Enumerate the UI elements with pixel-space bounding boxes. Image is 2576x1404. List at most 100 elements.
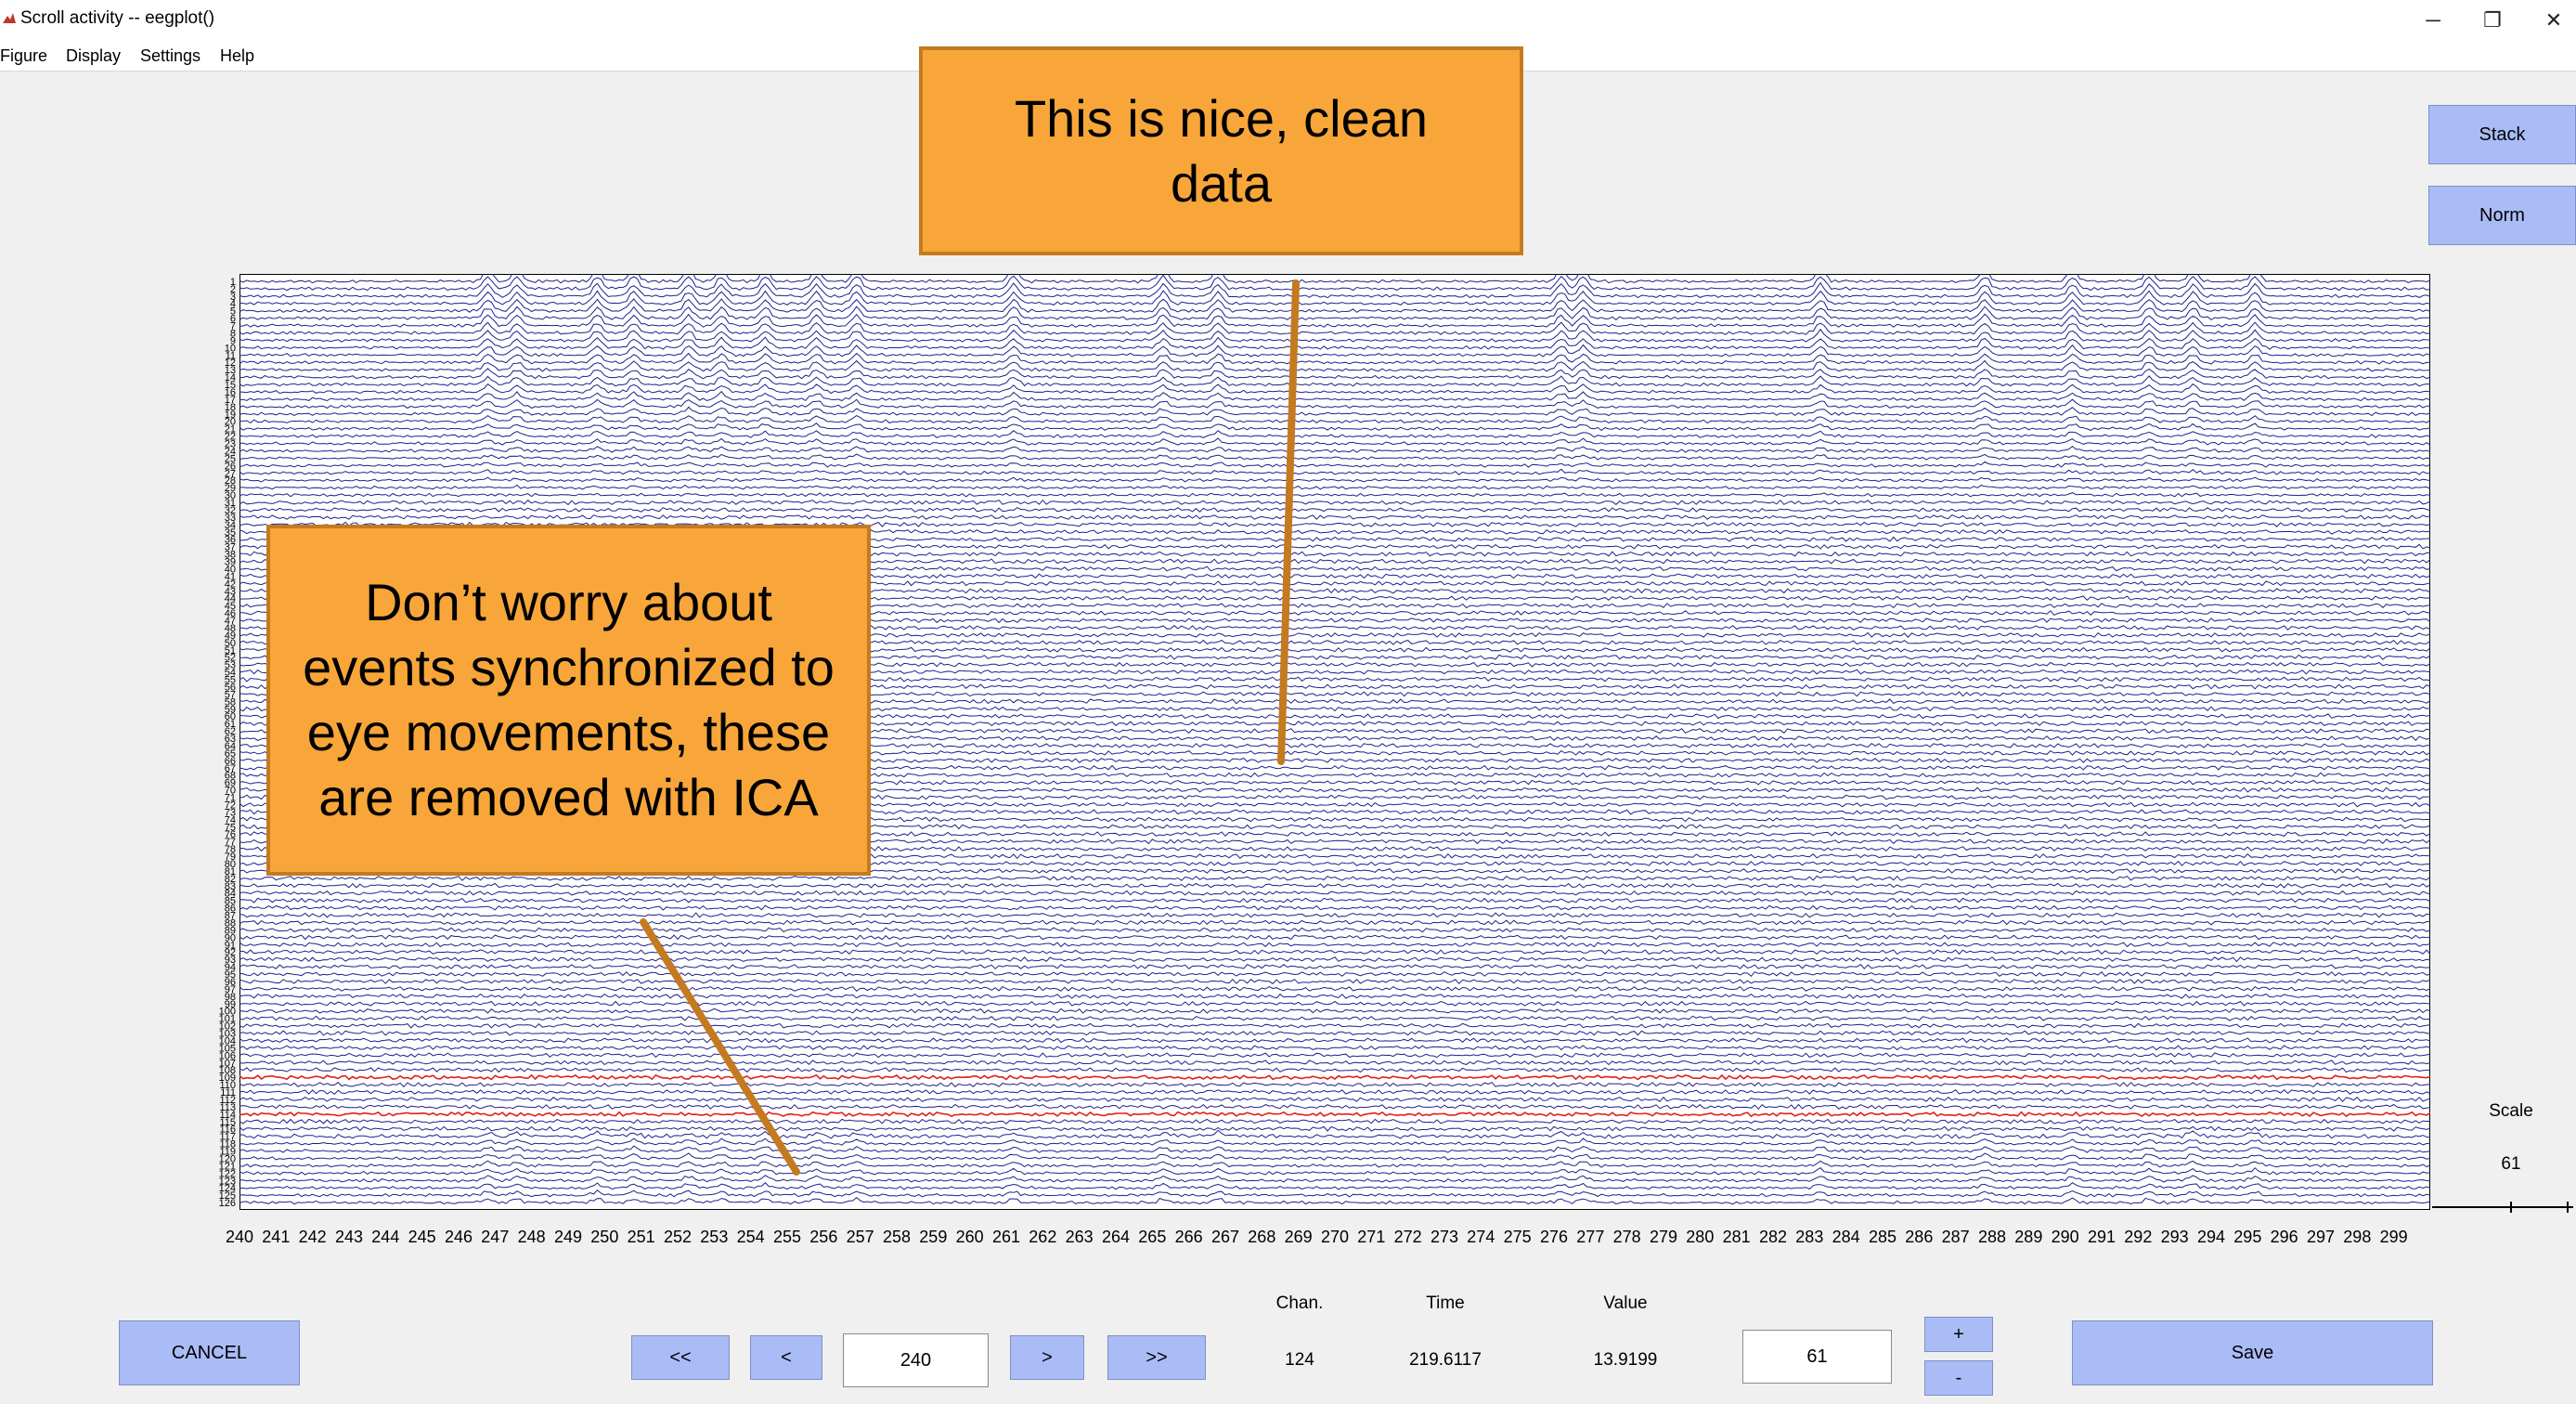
- channel-label-72: 72: [225, 800, 236, 811]
- channel-trace-91: [239, 942, 2430, 948]
- next-page-button[interactable]: >: [1010, 1335, 1084, 1380]
- time-tick-247: 247: [481, 1228, 509, 1246]
- channel-label-86: 86: [225, 904, 236, 915]
- channel-label-121: 121: [219, 1161, 236, 1172]
- time-tick-282: 282: [1759, 1228, 1787, 1246]
- time-tick-299: 299: [2380, 1228, 2408, 1246]
- channel-trace-120: [239, 1152, 2430, 1161]
- time-tick-298: 298: [2343, 1228, 2371, 1246]
- channel-trace-13: [239, 359, 2430, 372]
- channel-trace-107: [239, 1060, 2430, 1066]
- channel-label-111: 111: [220, 1087, 236, 1098]
- channel-label-57: 57: [225, 689, 236, 700]
- channel-label-56: 56: [225, 682, 236, 693]
- scale-input[interactable]: 61: [1742, 1330, 1892, 1384]
- channel-label-83: 83: [225, 881, 236, 892]
- time-tick-287: 287: [1942, 1228, 1970, 1246]
- channel-trace-113: [239, 1103, 2430, 1111]
- channel-trace-103: [239, 1030, 2430, 1036]
- channel-label-115: 115: [219, 1117, 236, 1128]
- cancel-button[interactable]: CANCEL: [119, 1320, 300, 1385]
- channel-trace-111: [239, 1089, 2430, 1095]
- channel-label-30: 30: [225, 490, 236, 501]
- channel-label-18: 18: [225, 402, 236, 413]
- channel-trace-16: [239, 383, 2430, 395]
- channel-trace-125: [239, 1190, 2430, 1198]
- channel-label-25: 25: [225, 453, 236, 464]
- channel-label-13: 13: [225, 365, 236, 376]
- minimize-button[interactable]: ─: [2426, 8, 2440, 32]
- channel-trace-4: [239, 290, 2430, 306]
- time-tick-291: 291: [2088, 1228, 2116, 1246]
- channel-label-62: 62: [225, 726, 236, 737]
- channel-label-101: 101: [219, 1014, 236, 1025]
- chan-value: 124: [1285, 1350, 1314, 1370]
- menu-display[interactable]: Display: [66, 46, 122, 65]
- channel-trace-100: [239, 1008, 2430, 1014]
- channel-label-31: 31: [225, 498, 236, 509]
- time-tick-262: 262: [1029, 1228, 1056, 1246]
- scale-decrease-button[interactable]: -: [1924, 1360, 1993, 1396]
- channel-label-49: 49: [225, 630, 236, 642]
- channel-label-98: 98: [225, 992, 236, 1003]
- channel-label-26: 26: [225, 461, 236, 472]
- menu-settings[interactable]: Settings: [140, 46, 201, 65]
- time-tick-265: 265: [1138, 1228, 1166, 1246]
- channel-trace-110: [239, 1082, 2430, 1088]
- time-tick-264: 264: [1102, 1228, 1130, 1246]
- time-tick-241: 241: [262, 1228, 290, 1246]
- stack-button[interactable]: Stack: [2428, 105, 2576, 164]
- time-tick-294: 294: [2197, 1228, 2225, 1246]
- channel-trace-87: [239, 912, 2430, 918]
- channel-label-125: 125: [219, 1190, 236, 1202]
- scale-increase-button[interactable]: +: [1924, 1317, 1993, 1352]
- time-tick-240: 240: [226, 1228, 253, 1246]
- channel-label-112: 112: [219, 1095, 236, 1106]
- channel-trace-27: [239, 468, 2430, 475]
- channel-label-14: 14: [225, 372, 236, 384]
- channel-trace-122: [239, 1166, 2430, 1176]
- channel-label-24: 24: [225, 446, 236, 457]
- menu-figure[interactable]: Figure: [0, 46, 48, 65]
- channel-trace-115: [239, 1118, 2430, 1124]
- channel-label-102: 102: [219, 1021, 236, 1033]
- channel-label-2: 2: [230, 284, 236, 295]
- channel-trace-94: [239, 964, 2430, 969]
- channel-trace-25: [239, 453, 2430, 461]
- close-button[interactable]: ✕: [2544, 8, 2563, 32]
- channel-trace-84: [239, 890, 2430, 896]
- channel-label-109: 109: [219, 1072, 236, 1084]
- channel-trace-21: [239, 422, 2430, 432]
- channel-trace-30: [239, 492, 2430, 498]
- value-value: 13.9199: [1593, 1350, 1658, 1370]
- channel-label-64: 64: [225, 741, 236, 752]
- channel-label-110: 110: [219, 1080, 236, 1091]
- time-tick-254: 254: [737, 1228, 765, 1246]
- channel-label-46: 46: [225, 608, 236, 619]
- first-page-button[interactable]: <<: [631, 1335, 730, 1380]
- channel-label-81: 81: [225, 866, 236, 878]
- channel-trace-105: [239, 1045, 2430, 1051]
- channel-label-32: 32: [225, 505, 236, 516]
- channel-label-94: 94: [225, 962, 236, 973]
- time-tick-286: 286: [1905, 1228, 1933, 1246]
- menu-help[interactable]: Help: [220, 46, 255, 65]
- channel-label-39: 39: [225, 557, 236, 568]
- channel-label-68: 68: [225, 771, 236, 782]
- position-input[interactable]: 240: [843, 1333, 989, 1387]
- channel-label-71: 71: [225, 793, 236, 804]
- time-tick-272: 272: [1394, 1228, 1422, 1246]
- time-tick-258: 258: [883, 1228, 911, 1246]
- restore-button[interactable]: ❐: [2483, 8, 2502, 32]
- save-button[interactable]: Save: [2072, 1320, 2433, 1385]
- channel-trace-83: [239, 882, 2430, 889]
- channel-label-119: 119: [219, 1147, 236, 1158]
- last-page-button[interactable]: >>: [1107, 1335, 1206, 1380]
- norm-button[interactable]: Norm: [2428, 186, 2576, 245]
- channel-label-104: 104: [219, 1035, 236, 1046]
- channel-label-95: 95: [225, 969, 236, 981]
- channel-trace-6: [239, 306, 2430, 321]
- channel-trace-82: [239, 875, 2430, 881]
- time-tick-255: 255: [773, 1228, 801, 1246]
- prev-page-button[interactable]: <: [750, 1335, 822, 1380]
